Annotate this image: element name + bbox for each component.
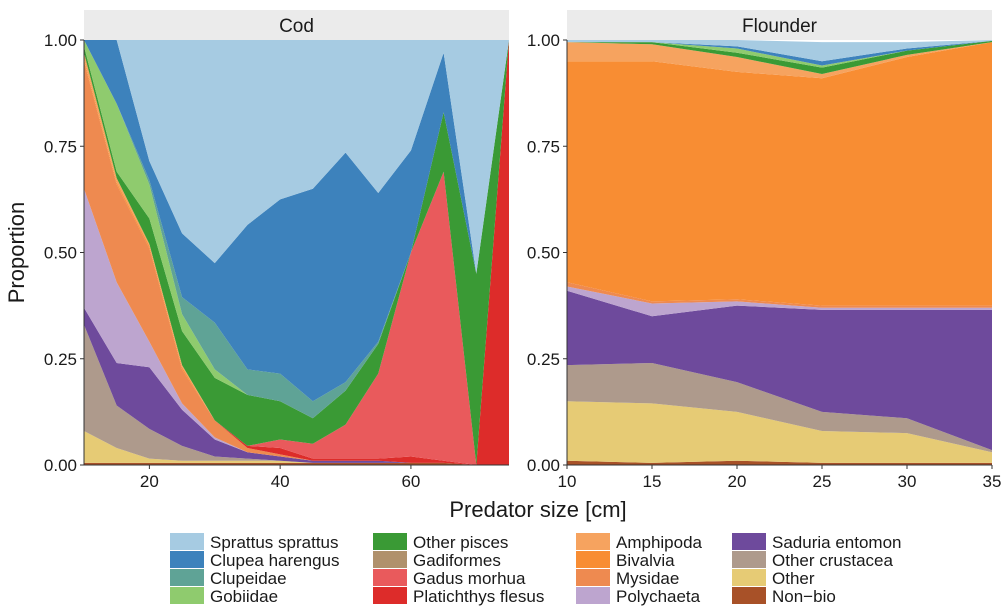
area-flounder-polychaeta [567, 286, 992, 317]
legend-swatch-gadiformes [373, 551, 407, 568]
x-tick-label-cod: 60 [401, 472, 420, 491]
legend-swatch-clupeidae [170, 569, 204, 586]
legend-swatch-bivalvia [576, 551, 610, 568]
panel-title-cod: Cod [279, 16, 314, 37]
y-tick-label-flounder: 0.25 [527, 350, 560, 369]
x-tick-label-flounder: 35 [983, 472, 1002, 491]
panel-flounder: Flounder 0.00 0.25 0.50 0.75 1.00 10 15 20 25 30 35 [527, 10, 1002, 491]
panel-title-flounder: Flounder [742, 16, 818, 37]
panel-strip-flounder [567, 10, 992, 40]
y-tick-label-cod: 0.75 [44, 137, 77, 156]
x-tick-label-flounder: 25 [813, 472, 832, 491]
area-cod-saduria-entomon [84, 307, 509, 465]
y-axis-title: Proportion [4, 202, 29, 304]
legend-label-saduria-entomon: Saduria entomon [772, 533, 901, 552]
area-cod-other-pisces [84, 40, 509, 465]
legend-swatch-platichthys-flesus [373, 587, 407, 604]
area-cod-gadus-morhua [84, 40, 509, 465]
legend-swatch-mysidae [576, 569, 610, 586]
x-axis-title: Predator size [cm] [449, 497, 626, 522]
area-flounder-other [567, 401, 992, 463]
legend-swatch-clupea-harengus [170, 551, 204, 568]
area-cod-other [84, 431, 509, 465]
y-tick-label-cod: 0.25 [44, 350, 77, 369]
area-cod-non-bio [84, 462, 509, 465]
panel-cod: Cod 0.00 0.25 0.50 0.75 1.00 20 40 60 [44, 10, 509, 491]
legend-label-clupea-harengus: Clupea harengus [210, 551, 339, 570]
legend-label-other-pisces: Other pisces [413, 533, 508, 552]
legend-swatch-amphipoda [576, 533, 610, 550]
legend-swatch-saduria-entomon [732, 533, 766, 550]
legend-label-clupeidae: Clupeidae [210, 569, 287, 588]
area-flounder-amphipoda [567, 42, 992, 79]
y-tick-label-flounder: 0.75 [527, 137, 560, 156]
legend-label-mysidae: Mysidae [616, 569, 679, 588]
legend-label-gadiformes: Gadiformes [413, 551, 501, 570]
area-flounder-non-bio [567, 460, 992, 465]
legend-swatch-other [732, 569, 766, 586]
legend-label-platichthys-flesus: Platichthys flesus [413, 587, 544, 606]
area-flounder-other-crustacea [567, 363, 992, 453]
legend-label-other-crustacea: Other crustacea [772, 551, 893, 570]
legend-label-bivalvia: Bivalvia [616, 551, 675, 570]
legend-label-non-bio: Non−bio [772, 587, 836, 606]
area-cod-sprattus-sprattus [84, 40, 509, 274]
legend-swatch-gadus-morhua [373, 569, 407, 586]
legend-label-gadus-morhua: Gadus morhua [413, 569, 526, 588]
x-tick-label-flounder: 15 [643, 472, 662, 491]
area-cod-other-crustacea [84, 324, 509, 465]
area-flounder-sprattus-sprattus [567, 40, 992, 62]
legend-label-amphipoda: Amphipoda [616, 533, 703, 552]
area-cod-clupeidae [84, 40, 509, 419]
area-flounder-bivalvia [567, 42, 992, 306]
x-tick-label-cod: 20 [140, 472, 159, 491]
y-tick-label-flounder: 1.00 [527, 31, 560, 50]
legend-label-gobiidae: Gobiidae [210, 587, 278, 606]
legend-swatch-non-bio [732, 587, 766, 604]
x-tick-label-flounder: 30 [898, 472, 917, 491]
y-tick-label-cod: 0.00 [44, 456, 77, 475]
legend-label-sprattus-sprattus: Sprattus sprattus [210, 533, 339, 552]
x-tick-label-flounder: 20 [728, 472, 747, 491]
legend-swatch-polychaeta [576, 587, 610, 604]
legend-label-other: Other [772, 569, 815, 588]
legend-swatch-sprattus-sprattus [170, 533, 204, 550]
y-tick-label-flounder: 0.00 [527, 456, 560, 475]
y-tick-label-flounder: 0.50 [527, 244, 560, 263]
area-flounder-mysidae [567, 282, 992, 308]
legend-swatch-gobiidae [170, 587, 204, 604]
x-tick-label-cod: 40 [271, 472, 290, 491]
legend-swatch-other-crustacea [732, 551, 766, 568]
y-tick-label-cod: 0.50 [44, 244, 77, 263]
area-cod-clupea-harengus [84, 40, 509, 402]
legend-swatch-other-pisces [373, 533, 407, 550]
area-flounder-saduria-entomon [567, 290, 992, 451]
panel-strip-cod [84, 10, 509, 40]
x-tick-label-flounder: 10 [558, 472, 577, 491]
y-tick-label-cod: 1.00 [44, 31, 77, 50]
legend-label-polychaeta: Polychaeta [616, 587, 701, 606]
